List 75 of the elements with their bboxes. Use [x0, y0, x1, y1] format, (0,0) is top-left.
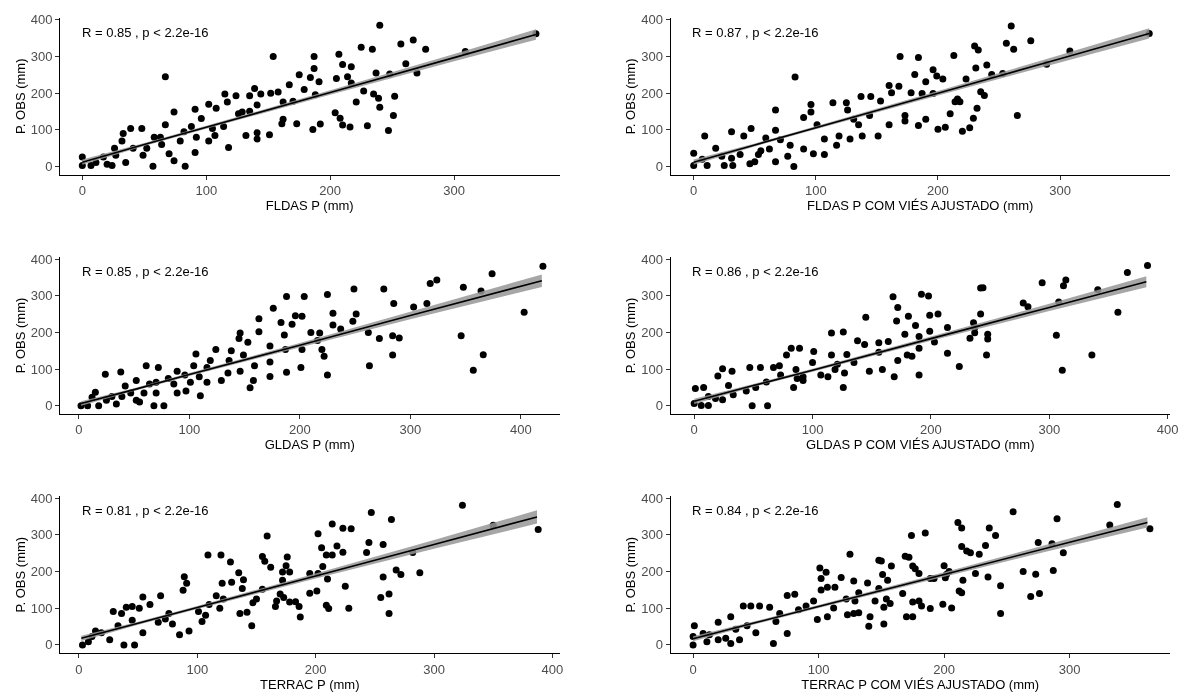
- y-axis-title: P. OBS (mm): [12, 536, 28, 613]
- y-tick-label: 400: [30, 490, 53, 506]
- y-tick-label: 0: [655, 159, 663, 175]
- y-tick-label: 200: [641, 564, 663, 580]
- y-tick-label: 100: [30, 600, 53, 616]
- y-tick-label: 400: [30, 251, 53, 267]
- y-tick-label: 100: [30, 122, 53, 138]
- x-tick-label: 0: [690, 183, 698, 199]
- x-tick-label: 300: [1038, 422, 1061, 438]
- x-tick-label: 300: [1058, 661, 1081, 677]
- y-tick-label: 0: [45, 159, 53, 175]
- y-tick-label: 300: [641, 288, 663, 304]
- y-tick-label: 0: [655, 637, 663, 653]
- annotation: R = 0.85 , p < 2.2e-16: [82, 264, 209, 279]
- y-tick-label: 0: [655, 398, 663, 414]
- x-tick-label: 200: [927, 183, 949, 199]
- x-tick-label: 0: [75, 661, 83, 677]
- x-tick-label: 400: [541, 661, 564, 677]
- y-tick-label: 300: [641, 527, 663, 543]
- x-tick-label: 400: [509, 422, 532, 438]
- y-tick-label: 400: [30, 12, 53, 28]
- x-tick-label: 100: [807, 661, 830, 677]
- x-tick-label: 200: [304, 661, 327, 677]
- y-tick-label: 0: [45, 398, 53, 414]
- y-tick-label: 200: [30, 564, 53, 580]
- y-tick-label: 100: [641, 361, 663, 377]
- y-tick-label: 400: [641, 251, 663, 267]
- x-tick-label: 100: [186, 661, 209, 677]
- x-tick-label: 400: [1156, 422, 1179, 438]
- x-tick-label: 200: [319, 183, 342, 199]
- x-tick-label: 300: [399, 422, 422, 438]
- x-tick-label: 300: [443, 183, 465, 199]
- x-tick-label: 300: [1049, 183, 1071, 199]
- annotation: R = 0.84 , p < 2.2e-16: [692, 503, 819, 518]
- y-axis-title: P. OBS (mm): [623, 297, 639, 374]
- y-tick-label: 400: [641, 490, 663, 506]
- y-tick-label: 200: [30, 324, 53, 340]
- y-tick-label: 400: [641, 12, 663, 28]
- y-axis-title: P. OBS (mm): [623, 536, 639, 613]
- y-tick-label: 100: [641, 122, 663, 138]
- y-tick-label: 300: [30, 288, 53, 304]
- x-axis-title: TERRAC P COM VIÉS AJUSTADO (mm): [801, 676, 1040, 692]
- x-tick-label: 300: [423, 661, 445, 677]
- x-tick-label: 0: [75, 422, 83, 438]
- x-tick-label: 0: [78, 183, 86, 199]
- x-axis-title: FLDAS P COM VIÉS AJUSTADO (mm): [807, 198, 1034, 214]
- x-tick-label: 0: [689, 661, 697, 677]
- x-tick-label: 200: [920, 422, 942, 438]
- y-tick-label: 100: [641, 600, 663, 616]
- y-tick-label: 300: [641, 49, 663, 65]
- x-tick-label: 100: [801, 422, 824, 438]
- y-axis-title: P. OBS (mm): [623, 58, 639, 135]
- y-tick-label: 100: [30, 361, 53, 377]
- x-tick-label: 0: [690, 422, 698, 438]
- x-axis-title: GLDAS P (mm): [264, 437, 355, 453]
- x-tick-label: 100: [195, 183, 218, 199]
- annotation: R = 0.81 , p < 2.2e-16: [82, 503, 209, 518]
- y-tick-label: 0: [45, 637, 53, 653]
- x-tick-label: 100: [804, 183, 827, 199]
- x-tick-label: 200: [933, 661, 955, 677]
- y-tick-label: 300: [30, 49, 53, 65]
- y-axis-title: P. OBS (mm): [12, 297, 28, 374]
- annotation: R = 0.87 , p < 2.2e-16: [692, 25, 819, 40]
- annotation: R = 0.85 , p < 2.2e-16: [82, 25, 209, 40]
- y-tick-label: 200: [641, 85, 663, 101]
- x-axis-title: TERRAC P (mm): [260, 676, 360, 692]
- y-tick-label: 200: [641, 324, 663, 340]
- annotation: R = 0.86 , p < 2.2e-16: [692, 264, 819, 279]
- y-tick-label: 200: [30, 85, 53, 101]
- y-tick-label: 300: [30, 527, 53, 543]
- x-axis-title: GLDAS P COM VIÉS AJUSTADO (mm): [806, 437, 1035, 453]
- y-axis-title: P. OBS (mm): [12, 58, 28, 135]
- x-tick-label: 100: [178, 422, 201, 438]
- x-tick-label: 200: [288, 422, 311, 438]
- x-axis-title: FLDAS P (mm): [265, 198, 354, 214]
